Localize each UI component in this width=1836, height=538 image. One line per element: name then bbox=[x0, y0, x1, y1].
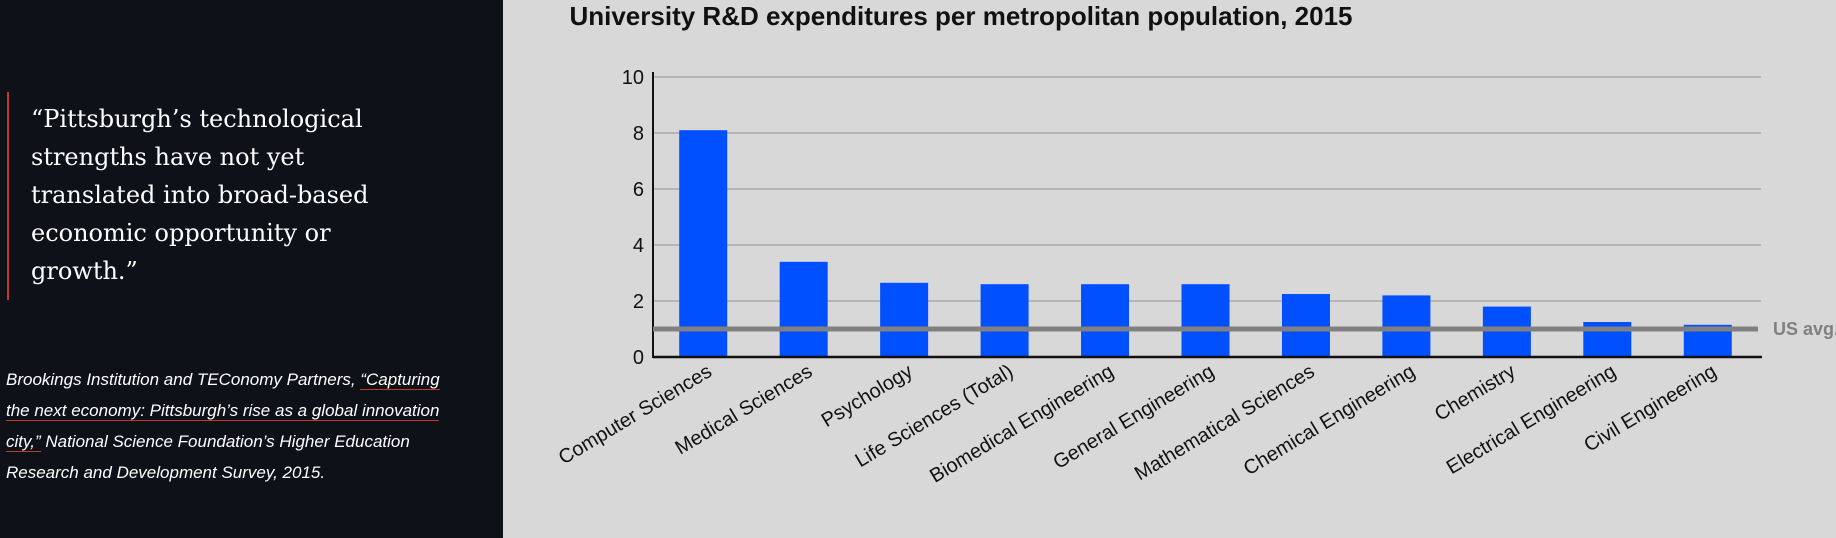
x-tick-label: Mathematical Sciences bbox=[1131, 360, 1319, 485]
bar bbox=[1482, 306, 1531, 357]
source-suffix: National Science Foundation’s Higher Edu… bbox=[6, 432, 410, 482]
x-tick-label: Psychology bbox=[818, 360, 917, 432]
quote-panel: “Pittsburgh’s technological strengths ha… bbox=[0, 0, 503, 538]
y-tick-label: 6 bbox=[633, 179, 644, 201]
bar bbox=[1181, 284, 1230, 357]
bar bbox=[1281, 294, 1330, 357]
x-tick-label: Biomedical Engineering bbox=[926, 360, 1117, 487]
reference-line-label: US avg. bbox=[1773, 319, 1836, 339]
bar bbox=[679, 130, 728, 357]
bar bbox=[880, 282, 929, 357]
bars bbox=[679, 130, 1732, 357]
pull-quote: “Pittsburgh’s technological strengths ha… bbox=[7, 92, 429, 300]
y-tick-label: 2 bbox=[633, 291, 644, 313]
source-citation: Brookings Institution and TEConomy Partn… bbox=[6, 364, 446, 488]
y-tick-labels: 0 2 4 6 8 10 bbox=[622, 67, 644, 369]
x-tick-label: Chemical Engineering bbox=[1240, 360, 1419, 480]
y-tick-label: 8 bbox=[633, 123, 644, 145]
y-tick-label: 0 bbox=[633, 347, 644, 369]
us-average-line: US avg. bbox=[653, 319, 1836, 339]
y-tick-label: 10 bbox=[622, 67, 644, 89]
bar bbox=[1382, 295, 1431, 357]
x-tick-label: General Engineering bbox=[1049, 360, 1218, 473]
bar bbox=[779, 261, 828, 357]
x-tick-label: Chemistry bbox=[1431, 360, 1519, 425]
bar bbox=[1081, 284, 1130, 357]
axes bbox=[652, 72, 1762, 359]
bar bbox=[980, 284, 1029, 357]
x-tick-label: Electrical Engineering bbox=[1443, 360, 1620, 478]
source-link[interactable]: “Capturing the next economy: Pittsburgh’… bbox=[6, 370, 440, 452]
source-prefix: Brookings Institution and TEConomy Partn… bbox=[6, 370, 361, 389]
chart-panel: University R&D expenditures per metropol… bbox=[503, 0, 1836, 538]
bar-chart: University R&D expenditures per metropol… bbox=[555, 1, 1836, 488]
quote-text: “Pittsburgh’s technological strengths ha… bbox=[31, 105, 369, 285]
chart-title: University R&D expenditures per metropol… bbox=[569, 1, 1352, 31]
y-tick-label: 4 bbox=[633, 235, 644, 257]
